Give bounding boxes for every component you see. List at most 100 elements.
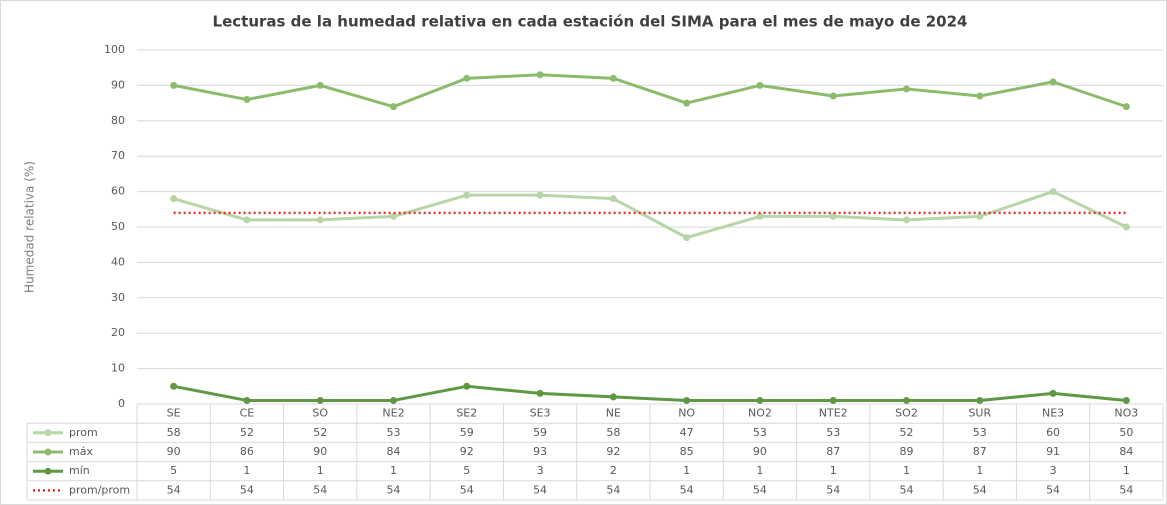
table-cell: 91 [1046,445,1060,458]
y-tick-label: 60 [111,185,125,198]
legend-marker [44,448,52,456]
table-cell: 54 [240,483,254,496]
table-cell: 87 [826,445,840,458]
table-cell: 1 [903,464,910,477]
point [316,216,324,224]
point [903,396,910,404]
table-cell: 52 [240,426,254,439]
point [683,396,691,404]
table-cell: 90 [753,445,767,458]
table-cell: 54 [680,483,694,496]
point [756,396,764,404]
y-tick-label: 70 [111,149,125,162]
table-cell: 90 [167,445,181,458]
x-tick-label: CE [240,407,255,420]
point [683,234,691,242]
series-line [173,384,1127,402]
series-line [173,73,1127,109]
point [316,81,324,89]
x-tick-label: NE3 [1042,407,1064,420]
point [463,74,471,82]
table-cell: 89 [900,445,914,458]
x-tick-label: SE2 [456,407,477,420]
point [170,195,178,203]
table-cell: 93 [533,445,547,458]
x-tick-label: SE [167,407,181,420]
point [756,212,764,220]
table-cell: 54 [973,483,987,496]
y-tick-label: 20 [111,326,125,339]
y-axis-label: Humedad relativa (%) [23,161,37,293]
table-cell: 54 [460,483,474,496]
point [536,71,544,79]
table-cell: 54 [1046,483,1060,496]
point [609,393,617,401]
y-tick-label: 0 [118,397,125,410]
table-cell: 1 [976,464,983,477]
table-cell: 3 [537,464,544,477]
table-cell: 54 [826,483,840,496]
point [829,396,837,404]
point [170,81,178,89]
table-cell: 52 [900,426,914,439]
table-cell: 1 [830,464,837,477]
table-cell: 92 [460,445,474,458]
table-cell: 60 [1046,426,1060,439]
point [243,396,251,404]
point [609,74,617,82]
x-tick-label: NE [606,407,621,420]
table-cell: 58 [167,426,181,439]
table-cell: 1 [243,464,250,477]
x-tick-label: NO3 [1114,407,1138,420]
table-cell: 5 [463,464,470,477]
y-tick-label: 90 [111,78,125,91]
point [976,212,984,220]
point [243,96,251,104]
table-cell: 90 [313,445,327,458]
y-tick-label: 100 [104,43,125,56]
point [463,191,471,199]
table-cell: 1 [317,464,324,477]
table-cell: 92 [606,445,620,458]
table-cell: 84 [1119,445,1133,458]
point [536,389,544,397]
point [1122,103,1130,111]
legend-label: prom [69,426,98,439]
point [609,195,617,203]
x-tick-label: SE3 [530,407,551,420]
point [463,382,471,390]
y-tick-label: 50 [111,220,125,233]
table-cell: 3 [1050,464,1057,477]
table-cell: 54 [753,483,767,496]
table-cell: 85 [680,445,694,458]
table-cell: 54 [167,483,181,496]
table-cell: 1 [683,464,690,477]
x-tick-label: NE2 [382,407,404,420]
point [829,92,837,100]
table-cell: 47 [680,426,694,439]
point [243,216,251,224]
table-cell: 84 [387,445,401,458]
table-cell: 5 [170,464,177,477]
point [316,396,324,404]
point [1049,188,1057,196]
table-cell: 1 [390,464,397,477]
x-tick-label: SUR [968,407,991,420]
point [1049,389,1057,397]
table-cell: 53 [826,426,840,439]
point [903,85,910,93]
point [170,382,178,390]
legend-marker [44,467,52,475]
point [976,396,984,404]
table-cell: 50 [1119,426,1133,439]
table-cell: 1 [1123,464,1130,477]
series-line [173,190,1128,240]
table-cell: 86 [240,445,254,458]
point [1122,223,1130,231]
y-tick-label: 80 [111,114,125,127]
point [390,396,397,404]
x-tick-label: NTE2 [819,407,848,420]
legend-marker [44,429,52,437]
